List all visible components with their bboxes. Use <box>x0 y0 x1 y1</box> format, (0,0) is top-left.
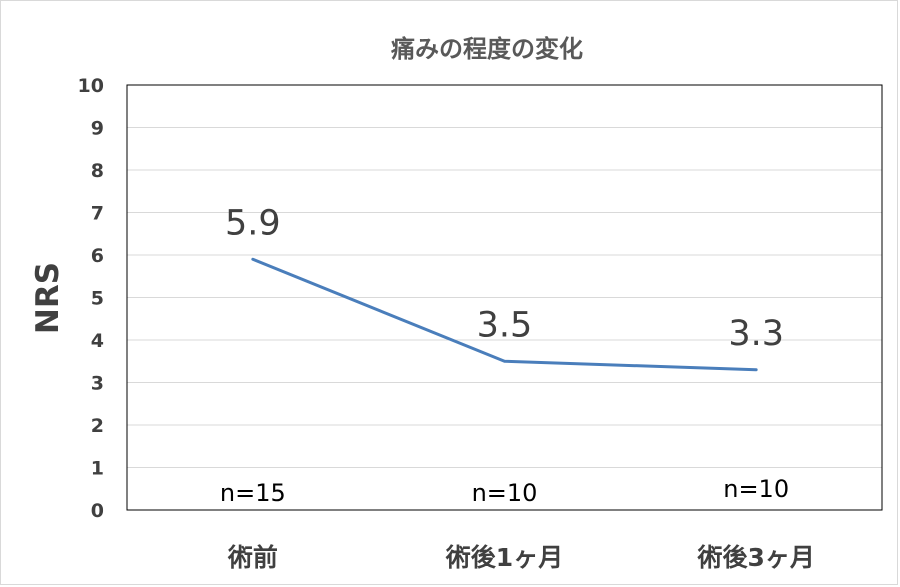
data-label: 3.5 <box>477 305 533 345</box>
data-point <box>504 360 505 362</box>
y-tick-label: 4 <box>91 330 104 352</box>
y-tick-label: 10 <box>78 75 104 97</box>
x-tick-label: 術後1ヶ月 <box>445 543 563 572</box>
sample-size-label: n=10 <box>472 479 538 507</box>
y-tick-label: 9 <box>91 118 104 140</box>
y-tick-label: 7 <box>91 203 104 225</box>
y-tick-label: 1 <box>91 458 104 480</box>
data-labels: 5.9 3.5 3.3 <box>225 203 784 354</box>
data-label: 5.9 <box>225 203 281 243</box>
y-tick-label: 8 <box>91 160 104 182</box>
plot-area-border <box>126 84 883 511</box>
x-tick-label: 術後3ヶ月 <box>696 543 814 572</box>
y-tick-label: 2 <box>91 415 104 437</box>
data-point <box>252 258 254 260</box>
y-tick-label: 6 <box>91 245 104 267</box>
y-axis-title: NRS <box>30 262 66 334</box>
y-tick-label: 3 <box>91 373 104 395</box>
y-tick-label: 0 <box>91 500 104 522</box>
data-label: 3.3 <box>728 314 784 354</box>
chart-title: 痛みの程度の変化 <box>391 35 583 63</box>
sample-size-labels: n=15 n=10 n=10 <box>220 475 789 507</box>
series-layer <box>251 257 758 372</box>
data-point <box>755 369 757 371</box>
y-axis-ticks: 0 1 2 3 4 5 6 7 8 9 10 <box>78 75 104 522</box>
sample-size-label: n=15 <box>220 479 286 507</box>
y-tick-label: 5 <box>91 288 104 310</box>
x-axis-ticks: 術前 術後1ヶ月 術後3ヶ月 <box>227 543 815 572</box>
x-tick-label: 術前 <box>227 543 278 572</box>
sample-size-label: n=10 <box>723 475 789 503</box>
gridlines <box>127 127 882 468</box>
